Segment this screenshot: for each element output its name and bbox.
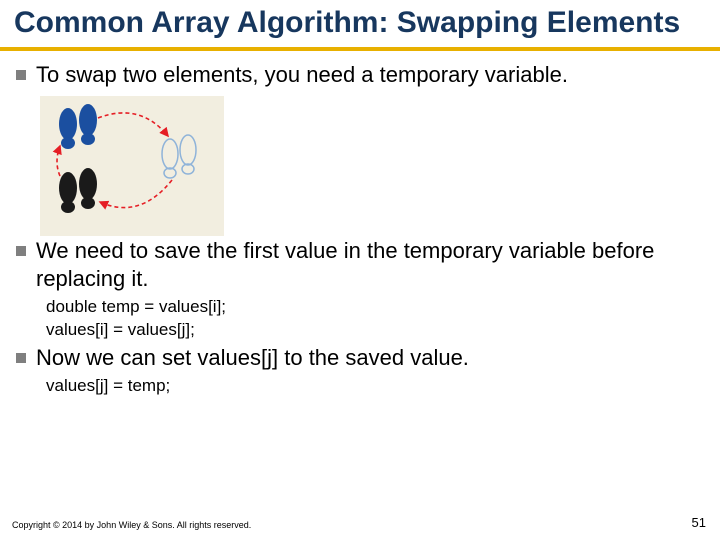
bullet-text: Now we can set values[j] to the saved va…: [36, 344, 469, 372]
bullet-marker-icon: [16, 353, 26, 363]
bullet-text-prefix: Now we can set: [36, 345, 197, 370]
code-line: values[i] = values[j];: [46, 319, 704, 342]
bullet-item: We need to save the first value in the t…: [16, 237, 704, 292]
bullet-text-suffix: to the saved value.: [278, 345, 469, 370]
content-area: To swap two elements, you need a tempora…: [0, 51, 720, 399]
code-block-1: double temp = values[i]; values[i] = val…: [16, 296, 704, 342]
code-line: values[j] = temp;: [46, 375, 704, 398]
copyright-text: Copyright © 2014 by John Wiley & Sons. A…: [12, 520, 251, 530]
bullet-marker-icon: [16, 246, 26, 256]
page-number: 51: [692, 515, 706, 530]
bullet-text: We need to save the first value in the t…: [36, 237, 704, 292]
bullet-item: Now we can set values[j] to the saved va…: [16, 344, 704, 372]
code-line: double temp = values[i];: [46, 296, 704, 319]
bullet-item: To swap two elements, you need a tempora…: [16, 61, 704, 89]
inline-code: values[j]: [197, 345, 278, 370]
bullet-marker-icon: [16, 70, 26, 80]
bullet-text: To swap two elements, you need a tempora…: [36, 61, 568, 89]
footprints-diagram-svg: [40, 96, 224, 236]
code-block-2: values[j] = temp;: [16, 375, 704, 398]
slide-title: Common Array Algorithm: Swapping Element…: [0, 0, 720, 45]
swap-diagram: [40, 96, 704, 241]
